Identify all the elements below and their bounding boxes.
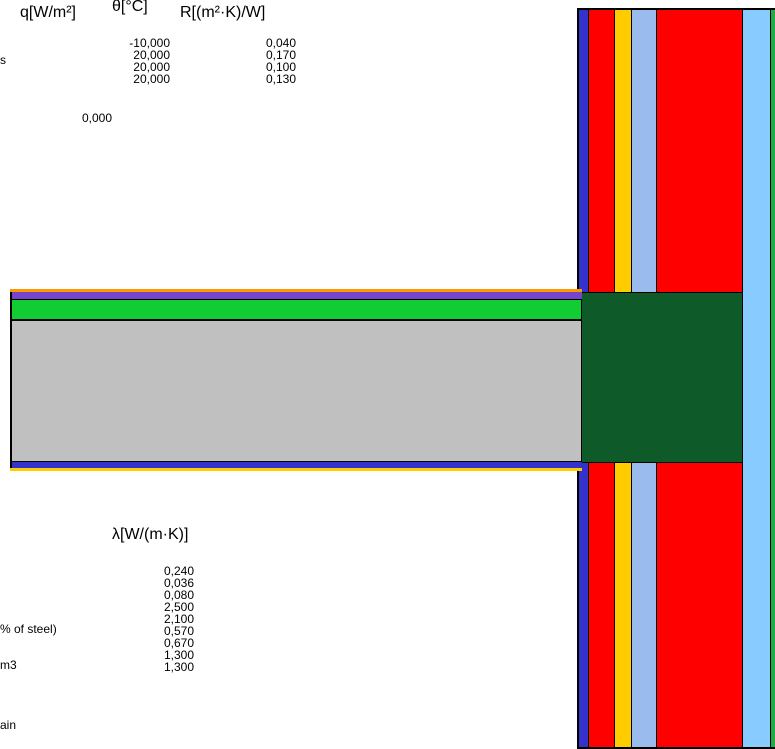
junction-beam <box>580 292 743 463</box>
floor-layer-orange-bottom <box>10 468 582 471</box>
q-value: 0,000 <box>50 112 112 124</box>
material-label-0: % of steel) <box>0 623 57 635</box>
wall-layer-green-edge-lower <box>771 463 775 747</box>
theta-value: 20,000 <box>100 73 170 85</box>
wall-layer-lightblue-lower <box>632 463 657 747</box>
wall-layer-yellow-upper <box>615 10 632 292</box>
junction-sky-strip <box>743 292 771 463</box>
material-label-1: m3 <box>0 659 17 671</box>
wall-layer-red-outer-upper <box>657 10 743 292</box>
r-column: 0,040 0,170 0,100 0,130 <box>230 37 296 85</box>
wall-layer-blue-upper <box>579 10 588 292</box>
floor-layer-concrete <box>10 320 582 462</box>
floor-layer-green <box>10 299 582 320</box>
wall-layer-green-edge-upper <box>771 10 775 292</box>
lambda-column: 0,240 0,036 0,080 2,500 2,100 0,570 0,67… <box>130 565 194 673</box>
wall-layer-red-outer-lower <box>657 463 743 747</box>
wall-layer-sky-upper <box>743 10 771 292</box>
wall-layer-blue-lower <box>579 463 588 747</box>
wall-outline <box>577 8 775 749</box>
row-label-0: s <box>0 54 6 66</box>
material-label-2: ain <box>0 719 16 731</box>
header-theta: θ[°C] <box>112 0 148 16</box>
r-value: 0,130 <box>230 73 296 85</box>
header-lambda: λ[W/(m·K)] <box>112 526 188 544</box>
junction-green-edge <box>771 292 775 463</box>
theta-column: -10,000 20,000 20,000 20,000 <box>100 37 170 85</box>
header-q-text: q[W/m²] <box>20 4 76 21</box>
wall-layer-lightblue-upper <box>632 10 657 292</box>
floor-layer-purple-top <box>10 292 582 299</box>
lambda-value: 1,300 <box>130 661 194 673</box>
header-r-text: R[(m²·K)/W] <box>180 4 265 21</box>
wall-layer-red-inner-upper <box>588 10 615 292</box>
floor-layer-orange-top <box>10 289 582 292</box>
floor-layer-purple-bottom <box>10 462 582 468</box>
wall-layer-red-inner-lower <box>588 463 615 747</box>
wall-layer-yellow-lower <box>615 463 632 747</box>
header-q: q[W/m²] <box>20 4 76 22</box>
header-theta-text: θ[°C] <box>112 0 148 15</box>
wall-layer-sky-lower <box>743 463 771 747</box>
header-r: R[(m²·K)/W] <box>180 4 265 22</box>
